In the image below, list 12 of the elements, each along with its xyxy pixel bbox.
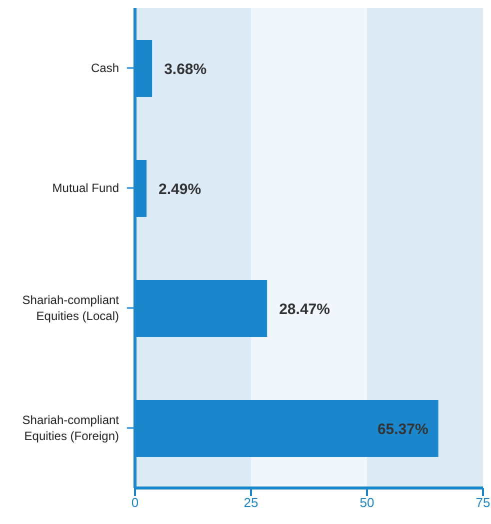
y-tick-label: Shariah-compliant Equities (Local) <box>22 293 120 324</box>
x-tick-label: 0 <box>131 495 139 510</box>
y-tick-label: Shariah-compliant Equities (Foreign) <box>22 413 120 444</box>
x-tick-label: 50 <box>360 495 374 510</box>
data-label: 2.49% <box>158 180 202 198</box>
y-tick-label: Mutual Fund <box>52 181 119 196</box>
y-tick-label: Cash <box>90 61 119 76</box>
data-label: 3.68% <box>164 60 207 78</box>
data-label: 28.47% <box>279 300 330 318</box>
x-tick-label: 75 <box>476 495 490 510</box>
data-label: 65.37% <box>377 420 428 438</box>
x-tick-label: 25 <box>244 495 258 510</box>
